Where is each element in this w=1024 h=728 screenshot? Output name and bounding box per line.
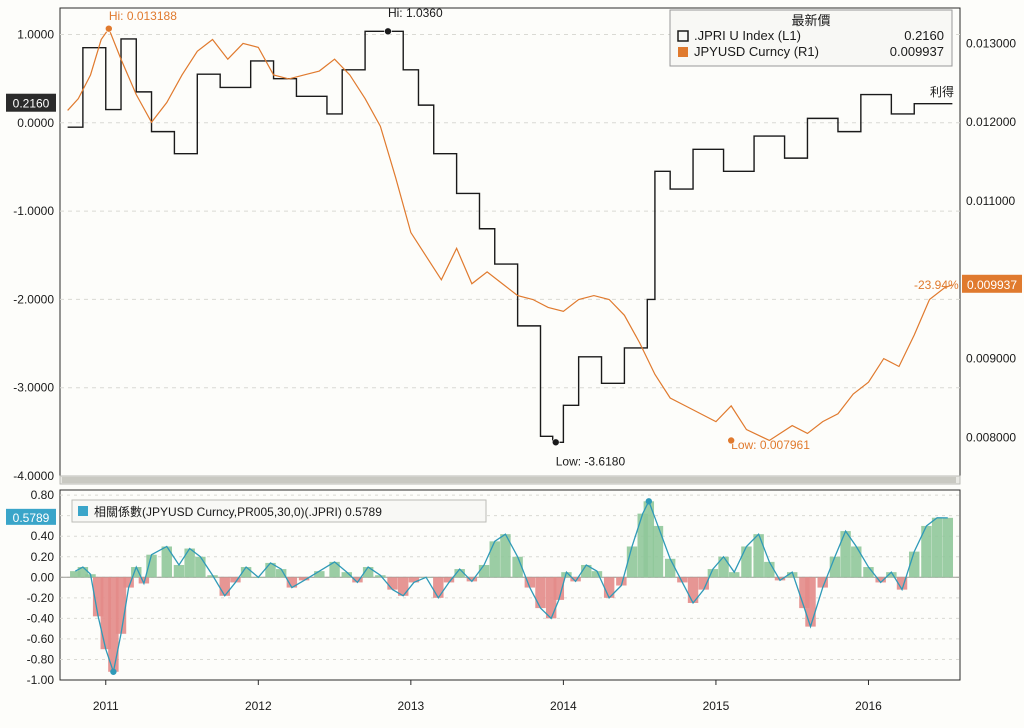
svg-text:-0.80: -0.80 (27, 652, 55, 666)
svg-text:Hi: 1.0360: Hi: 1.0360 (388, 6, 443, 20)
svg-text:Low: -3.6180: Low: -3.6180 (556, 454, 626, 468)
svg-text:最新價: 最新價 (791, 13, 830, 28)
svg-text:0.00: 0.00 (31, 570, 55, 584)
svg-text:Low: 0.007961: Low: 0.007961 (731, 438, 810, 452)
svg-text:利得: 利得 (930, 84, 954, 99)
svg-text:0.40: 0.40 (31, 529, 55, 543)
svg-text:0.80: 0.80 (31, 488, 55, 502)
svg-text:-23.94%: -23.94% (914, 278, 959, 292)
svg-text:.JPRI U Index (L1): .JPRI U Index (L1) (694, 28, 801, 43)
svg-text:0.013000: 0.013000 (966, 36, 1016, 50)
svg-text:JPYUSD Curncy (R1): JPYUSD Curncy (R1) (694, 44, 819, 59)
svg-text:2016: 2016 (855, 699, 882, 713)
svg-text:-0.40: -0.40 (27, 611, 55, 625)
svg-text:0.5789: 0.5789 (13, 511, 50, 525)
svg-text:0.009937: 0.009937 (890, 44, 944, 59)
svg-text:0.012000: 0.012000 (966, 115, 1016, 129)
svg-text:0.20: 0.20 (31, 550, 55, 564)
svg-text:2012: 2012 (245, 699, 272, 713)
chart-svg: -4.0000 -3.0000 -2.0000 -1.0000 0.0000 1.0000… (0, 0, 1024, 728)
svg-text:0.008000: 0.008000 (966, 430, 1016, 444)
svg-text:0.2160: 0.2160 (904, 28, 944, 43)
chart-root: { "canvas": {"w":1024,"h":728}, "main": … (0, 0, 1024, 728)
svg-text:0.2160: 0.2160 (13, 97, 50, 111)
svg-text:-0.60: -0.60 (27, 632, 55, 646)
svg-text:-2.0000: -2.0000 (13, 292, 54, 306)
svg-text:-1.00: -1.00 (27, 673, 55, 687)
svg-text:-4.0000: -4.0000 (13, 469, 54, 483)
svg-text:-0.20: -0.20 (27, 591, 55, 605)
svg-text:2013: 2013 (397, 699, 424, 713)
svg-text:1.0000: 1.0000 (17, 27, 54, 41)
svg-text:2011: 2011 (93, 699, 119, 713)
svg-text:-1.0000: -1.0000 (13, 204, 54, 218)
svg-text:0.009000: 0.009000 (966, 352, 1016, 366)
svg-text:-3.0000: -3.0000 (13, 381, 54, 395)
svg-text:0.009937: 0.009937 (967, 278, 1017, 292)
svg-text:相關係數(JPYUSD Curncy,PR005,30,0): 相關係數(JPYUSD Curncy,PR005,30,0)(.JPRI) 0.… (94, 505, 382, 519)
svg-text:Hi: 0.013188: Hi: 0.013188 (109, 9, 177, 23)
svg-text:2014: 2014 (550, 699, 577, 713)
svg-text:0.0000: 0.0000 (17, 116, 54, 130)
svg-text:2015: 2015 (703, 699, 730, 713)
svg-text:0.011000: 0.011000 (966, 194, 1015, 208)
